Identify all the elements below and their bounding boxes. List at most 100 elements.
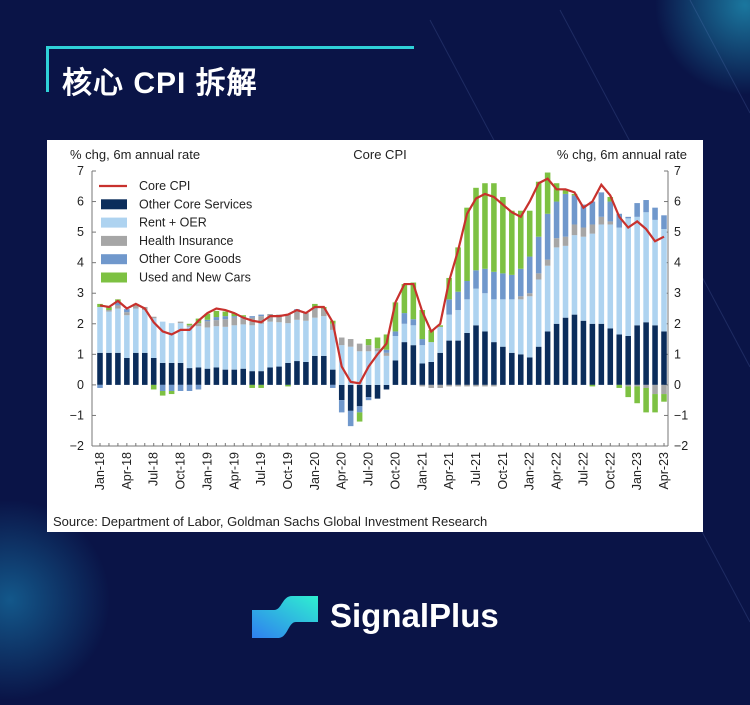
bar-used-and-new-cars	[437, 325, 443, 327]
bar-rent-oer	[571, 235, 578, 315]
bar-used-and-new-cars	[509, 210, 515, 275]
bar-other-core-services	[383, 384, 390, 390]
bar-other-core-services	[186, 368, 193, 385]
y-tick-label-left: 7	[77, 164, 84, 178]
bar-used-and-new-cars	[392, 302, 399, 332]
bar-rent-oer	[544, 265, 551, 332]
title-accent-tick	[46, 46, 49, 92]
bar-health-insurance	[347, 339, 354, 347]
x-tick-label: Jul-19	[254, 452, 268, 486]
bar-health-insurance	[383, 352, 390, 356]
legend-label: Core CPI	[139, 179, 190, 193]
bar-other-core-services	[401, 342, 408, 385]
bar-health-insurance	[643, 384, 649, 388]
bar-other-core-services	[500, 346, 506, 385]
bar-used-and-new-cars	[249, 384, 255, 388]
bar-other-core-services	[491, 342, 497, 385]
bar-other-core-goods	[392, 331, 399, 336]
x-tick-label: Jan-21	[415, 452, 429, 490]
bar-rent-oer	[312, 317, 318, 356]
x-tick-label: Oct-21	[496, 452, 510, 490]
bar-health-insurance	[517, 296, 524, 300]
bar-rent-oer	[509, 299, 515, 353]
y-tick-label-left: 6	[77, 195, 84, 209]
bar-other-core-goods	[616, 213, 623, 228]
bar-health-insurance	[589, 224, 596, 234]
bar-other-core-goods	[249, 316, 255, 318]
x-tick-label: Apr-22	[550, 452, 564, 490]
bar-rent-oer	[392, 336, 399, 361]
x-tick-label: Jul-22	[576, 452, 590, 486]
bar-rent-oer	[491, 299, 497, 343]
bar-health-insurance	[482, 384, 488, 387]
bar-other-core-goods	[338, 400, 345, 413]
bar-health-insurance	[419, 384, 426, 387]
bar-other-core-goods	[464, 281, 470, 300]
bar-rent-oer	[580, 236, 587, 321]
bar-health-insurance	[535, 273, 542, 280]
y-axis-label-right: % chg, 6m annual rate	[557, 147, 687, 162]
bar-other-core-services	[115, 352, 121, 385]
bar-health-insurance	[607, 221, 614, 225]
bar-other-core-services	[168, 362, 175, 385]
bar-used-and-new-cars	[222, 311, 229, 317]
legend-label: Other Core Goods	[139, 252, 241, 266]
bar-rent-oer	[159, 321, 166, 363]
bar-other-core-services	[562, 317, 569, 385]
bar-used-and-new-cars	[553, 183, 560, 202]
bar-other-core-services	[285, 362, 291, 385]
x-tick-label: Jan-19	[200, 452, 214, 490]
bar-other-core-goods	[607, 201, 614, 222]
bar-other-core-goods	[222, 316, 229, 320]
x-tick-label: Apr-23	[657, 452, 671, 490]
bar-other-core-goods	[258, 314, 264, 317]
bar-rent-oer	[195, 326, 202, 368]
bar-used-and-new-cars	[258, 384, 264, 388]
legend-label: Rent + OER	[139, 216, 207, 230]
x-tick-label: Jul-21	[469, 452, 483, 486]
x-tick-label: Apr-21	[442, 452, 456, 490]
bar-other-core-services	[643, 322, 649, 385]
bar-rent-oer	[133, 308, 139, 353]
chart-title: Core CPI	[353, 147, 406, 162]
bar-rent-oer	[652, 219, 658, 326]
bar-other-core-goods	[231, 316, 238, 318]
bar-rent-oer	[231, 325, 238, 370]
bar-other-core-goods	[168, 384, 175, 391]
bar-other-core-services	[661, 331, 667, 385]
bar-other-core-goods	[553, 201, 560, 239]
bar-other-core-services	[159, 362, 166, 385]
bar-health-insurance	[312, 308, 318, 318]
bar-other-core-services	[553, 323, 560, 385]
bar-health-insurance	[338, 337, 345, 346]
bar-health-insurance	[571, 224, 578, 236]
bar-used-and-new-cars	[517, 210, 524, 269]
bar-other-core-services	[321, 355, 327, 385]
bar-other-core-goods	[652, 207, 658, 220]
bar-used-and-new-cars	[186, 323, 193, 326]
bar-rent-oer	[383, 355, 390, 385]
bar-other-core-goods	[491, 271, 497, 300]
bar-other-core-services	[124, 358, 130, 385]
bar-used-and-new-cars	[455, 247, 461, 292]
bar-other-core-goods	[517, 268, 524, 297]
bar-health-insurance	[562, 236, 569, 246]
bar-other-core-goods	[625, 216, 631, 219]
y-tick-label-left: 3	[77, 286, 84, 300]
bar-health-insurance	[303, 313, 309, 321]
bar-other-core-services	[97, 352, 103, 385]
bar-used-and-new-cars	[464, 207, 470, 281]
bar-used-and-new-cars	[535, 181, 542, 237]
bar-used-and-new-cars	[625, 386, 631, 398]
legend-swatch	[101, 199, 127, 210]
bar-used-and-new-cars	[562, 189, 569, 194]
x-tick-label: Jan-18	[93, 452, 107, 490]
x-tick-label: Apr-18	[120, 452, 134, 490]
bar-rent-oer	[401, 323, 408, 343]
bar-health-insurance	[222, 319, 229, 327]
bar-other-core-goods	[356, 406, 363, 413]
bar-health-insurance	[446, 384, 452, 387]
bar-other-core-goods	[446, 299, 452, 315]
bar-other-core-services	[652, 325, 658, 385]
bar-other-core-goods	[419, 339, 426, 346]
